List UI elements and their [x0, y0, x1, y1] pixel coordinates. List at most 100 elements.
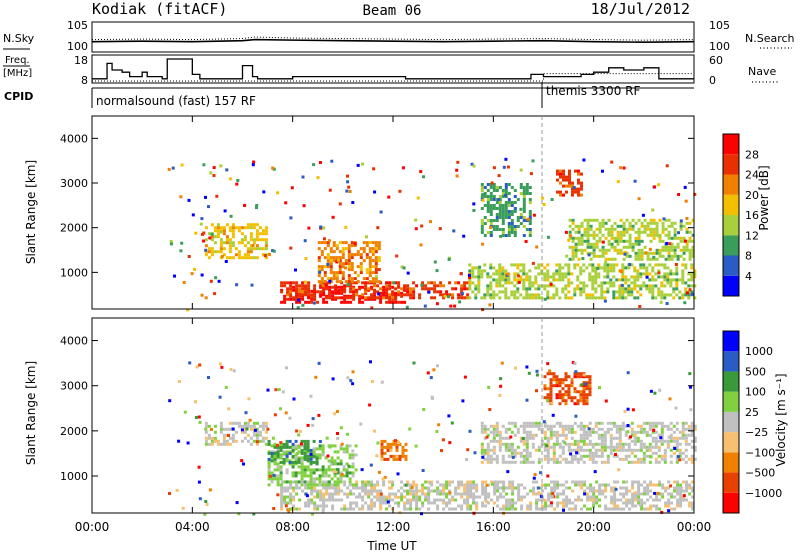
- heatmap-cell: [437, 423, 441, 427]
- heatmap-cell: [642, 445, 646, 449]
- heatmap-cell: [577, 236, 581, 240]
- heatmap-cell: [541, 498, 545, 502]
- heatmap-cell: [627, 454, 631, 458]
- heatmap-cell: [610, 486, 614, 490]
- heatmap-cell: [675, 436, 679, 440]
- heatmap-cell: [645, 272, 649, 276]
- heatmap-cell: [341, 253, 345, 257]
- heatmap-cell: [645, 454, 649, 458]
- heatmap-cell: [562, 489, 566, 493]
- heatmap-cell: [591, 451, 595, 455]
- heatmap-cell: [543, 433, 547, 437]
- heatmap-cell: [660, 510, 664, 514]
- heatmap-cell: [528, 460, 532, 464]
- heatmap-cell: [589, 257, 593, 261]
- heatmap-cell: [486, 189, 490, 192]
- heatmap-cell: [222, 226, 226, 230]
- heatmap-cell: [618, 293, 622, 297]
- heatmap-cell: [368, 274, 372, 278]
- heatmap-cell: [614, 487, 618, 491]
- heatmap-cell: [495, 430, 499, 434]
- heatmap-cell: [235, 283, 239, 287]
- heatmap-cell: [264, 442, 268, 446]
- heatmap-cell: [436, 480, 440, 484]
- heatmap-cell: [567, 445, 571, 449]
- heatmap-cell: [252, 160, 256, 164]
- heatmap-cell: [504, 445, 508, 449]
- heatmap-cell: [323, 241, 327, 245]
- heatmap-cell: [519, 436, 523, 440]
- heatmap-cell: [649, 455, 653, 459]
- heatmap-cell: [628, 236, 632, 240]
- heatmap-cell: [592, 501, 596, 505]
- heatmap-cell: [510, 204, 514, 207]
- heatmap-cell: [607, 227, 611, 231]
- heatmap-cell: [317, 274, 321, 278]
- heatmap-cell: [645, 269, 649, 273]
- heatmap-cell: [340, 472, 344, 476]
- heatmap-cell: [477, 281, 481, 285]
- heatmap-cell: [258, 247, 262, 251]
- heatmap-cell: [549, 436, 553, 440]
- heatmap-cell: [604, 489, 608, 493]
- heatmap-cell: [582, 287, 586, 291]
- heatmap-cell: [374, 256, 378, 260]
- heatmap-cell: [243, 421, 247, 425]
- heatmap-cell: [483, 186, 487, 189]
- heatmap-cell: [522, 454, 526, 458]
- heatmap-cell: [382, 501, 386, 505]
- heatmap-cell: [455, 168, 459, 172]
- heatmap-cell: [502, 495, 506, 499]
- heatmap-cell: [529, 504, 533, 508]
- heatmap-cell: [352, 486, 356, 490]
- heatmap-cell: [633, 296, 637, 300]
- heatmap-cell: [657, 454, 661, 458]
- heatmap-cell: [661, 492, 665, 496]
- heatmap-cell: [276, 483, 280, 487]
- heatmap-cell: [666, 266, 670, 270]
- heatmap-cell: [675, 457, 679, 461]
- heatmap-cell: [237, 250, 241, 254]
- heatmap-cell: [672, 436, 676, 440]
- heatmap-cell: [286, 297, 290, 301]
- heatmap-cell: [249, 238, 253, 242]
- heatmap-cell: [562, 498, 566, 502]
- heatmap-cell: [398, 442, 402, 446]
- heatmap-cell: [681, 296, 685, 300]
- heatmap-cell: [592, 489, 596, 493]
- heatmap-cell: [508, 501, 512, 505]
- heatmap-cell: [607, 242, 611, 246]
- heatmap-cell: [555, 442, 559, 446]
- heatmap-cell: [601, 218, 605, 222]
- heatmap-cell: [559, 501, 563, 505]
- heatmap-cell: [543, 384, 547, 388]
- heatmap-cell: [690, 278, 694, 282]
- heatmap-cell: [528, 198, 532, 201]
- heatmap-cell: [636, 457, 640, 461]
- heatmap-cell: [298, 486, 302, 490]
- heatmap-cell: [573, 287, 577, 291]
- heatmap-cell: [297, 445, 301, 449]
- heatmap-cell: [195, 365, 199, 369]
- heatmap-cell: [629, 435, 632, 439]
- heatmap-cell: [436, 364, 439, 368]
- heatmap-cell: [430, 281, 434, 285]
- heatmap-cell: [427, 486, 431, 490]
- heatmap-cell: [276, 465, 280, 469]
- heatmap-cell: [606, 430, 610, 434]
- heatmap-cell: [586, 507, 590, 511]
- heatmap-cell: [379, 495, 383, 499]
- heatmap-cell: [361, 293, 365, 297]
- heatmap-cell: [636, 436, 640, 440]
- heatmap-cell: [369, 360, 372, 364]
- heatmap-cell: [547, 492, 551, 496]
- heatmap-cell: [646, 233, 650, 237]
- heatmap-cell: [571, 187, 574, 191]
- heatmap-cell: [379, 492, 383, 496]
- heatmap-cell: [519, 293, 523, 297]
- heatmap-cell: [639, 424, 643, 428]
- heatmap-cell: [589, 251, 593, 255]
- heatmap-cell: [504, 290, 508, 294]
- heatmap-cell: [180, 241, 184, 245]
